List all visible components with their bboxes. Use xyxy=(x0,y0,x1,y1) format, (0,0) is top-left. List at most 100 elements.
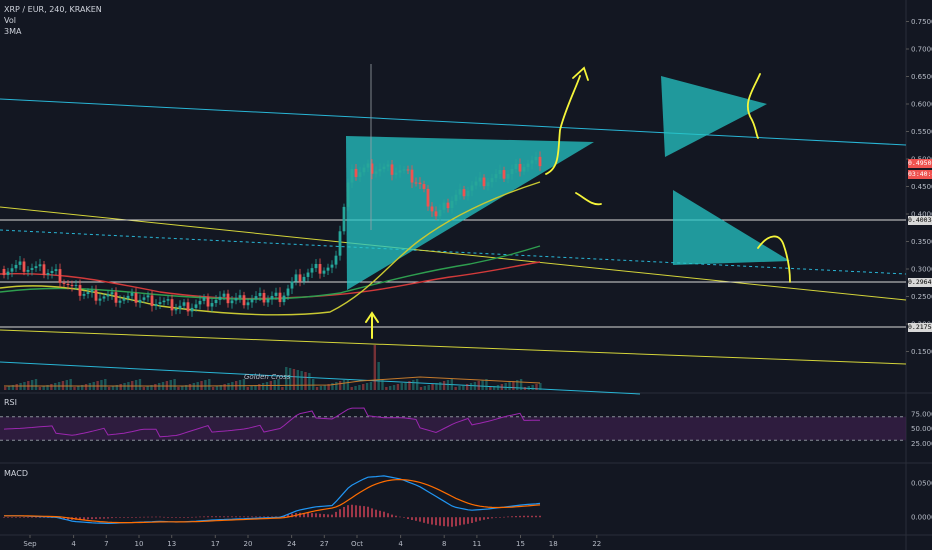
macd-histogram-bar xyxy=(315,513,317,518)
candle-body xyxy=(118,300,122,303)
volume-bar xyxy=(181,386,184,390)
upper-projection-mark xyxy=(747,73,761,139)
macd-histogram-bar xyxy=(151,516,153,518)
candle-body xyxy=(198,300,202,305)
candle-body xyxy=(230,300,234,304)
macd-histogram-bar xyxy=(187,517,189,518)
volume-bar xyxy=(281,387,284,390)
candle-body xyxy=(222,293,226,297)
volume-bar xyxy=(527,386,530,390)
macd-histogram-bar xyxy=(131,517,133,518)
macd-histogram-bar xyxy=(435,517,437,526)
volume-bar xyxy=(30,380,34,390)
projection-arrow-up xyxy=(545,66,589,175)
candle-body xyxy=(54,269,58,272)
volume-bar xyxy=(211,387,215,390)
macd-histogram-bar xyxy=(23,517,25,518)
macd-histogram-bar xyxy=(347,505,349,518)
time-axis-label: Sep xyxy=(23,540,37,548)
macd-histogram-bar xyxy=(163,516,165,518)
volume-bar xyxy=(335,382,338,390)
yellow-trendline-upper xyxy=(0,206,907,301)
candle-body xyxy=(454,194,458,201)
volume-bar xyxy=(292,369,296,390)
candle-body xyxy=(334,255,338,265)
candle-body xyxy=(414,182,418,184)
candle-body xyxy=(378,169,382,172)
yellow-trendline-lower xyxy=(0,329,907,365)
volume-bar xyxy=(119,384,122,390)
candle-body xyxy=(502,170,506,179)
volume-bar xyxy=(250,386,253,390)
projection-triangle-lower xyxy=(673,190,790,265)
macd-histogram-bar xyxy=(15,517,17,518)
candle-body xyxy=(34,266,38,269)
candle-body xyxy=(310,268,314,273)
macd-histogram-bar xyxy=(479,517,481,521)
candle-body xyxy=(134,292,138,303)
candle-body xyxy=(126,295,130,299)
volume-bar xyxy=(46,385,49,390)
price-axis-label: 0.70000 xyxy=(911,46,932,54)
macd-axis-label: 0.0000 xyxy=(911,514,932,522)
candle-body xyxy=(458,189,462,195)
macd-histogram-bar xyxy=(343,506,345,518)
volume-bar xyxy=(11,385,15,390)
time-axis-label: 10 xyxy=(135,540,144,548)
candle-body xyxy=(306,272,310,277)
volume-bar xyxy=(69,379,72,390)
volume-bar xyxy=(84,384,88,390)
level-tag-upper: 0.40034 xyxy=(908,216,932,225)
volume-bar xyxy=(439,382,442,390)
candle-body xyxy=(482,177,486,187)
candle-body xyxy=(214,299,218,304)
candle-body xyxy=(338,231,342,256)
macd-histogram-bar xyxy=(223,516,225,518)
candle-body xyxy=(422,184,426,189)
candle-body xyxy=(478,177,482,182)
time-axis-label: 27 xyxy=(320,540,329,548)
candle-body xyxy=(390,164,394,175)
macd-histogram-bar xyxy=(335,511,337,518)
macd-histogram-bar xyxy=(291,513,293,518)
candle-body xyxy=(202,297,206,301)
candle-body xyxy=(38,264,42,267)
candle-body xyxy=(146,295,150,298)
macd-histogram-bar xyxy=(531,515,533,518)
candle-body xyxy=(474,181,478,186)
macd-histogram-bar xyxy=(411,517,413,520)
volume-bar xyxy=(169,380,172,390)
bar-countdown-tag: 03:40:48 xyxy=(908,170,932,179)
candle-body xyxy=(186,302,190,312)
macd-histogram-bar xyxy=(139,516,141,518)
macd-histogram-bar xyxy=(311,513,313,518)
candle-body xyxy=(50,271,54,273)
volume-bar xyxy=(242,379,246,390)
price-axis-label: 0.75000 xyxy=(911,18,932,26)
volume-bar xyxy=(377,362,380,390)
projection-triangle-upper xyxy=(661,76,767,157)
candle-body xyxy=(426,188,430,207)
volume-bar xyxy=(34,379,38,390)
volume-bar xyxy=(38,387,42,390)
candle-body xyxy=(142,297,146,300)
lower-projection-mark xyxy=(757,235,791,283)
volume-bar xyxy=(381,379,384,390)
macd-histogram-bar xyxy=(79,517,81,520)
candle-body xyxy=(326,267,330,271)
candle-body xyxy=(242,295,246,306)
macd-histogram-bar xyxy=(7,517,9,518)
candle-body xyxy=(234,297,238,301)
candle-body xyxy=(438,209,442,217)
macd-histogram-bar xyxy=(507,516,509,518)
volume-bar xyxy=(469,383,473,390)
candle-body xyxy=(254,296,258,300)
volume-bar xyxy=(146,386,149,390)
macd-histogram-bar xyxy=(351,504,353,518)
volume-bar xyxy=(481,380,484,390)
time-axis-label: 4 xyxy=(71,540,76,548)
candle-body xyxy=(58,269,62,283)
macd-histogram-bar xyxy=(419,517,421,522)
